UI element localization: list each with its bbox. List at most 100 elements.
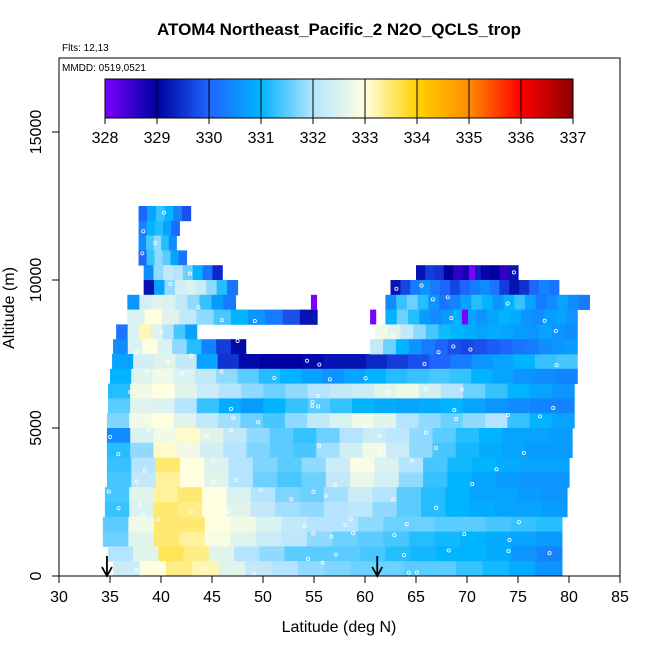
heat-cell: [430, 309, 443, 325]
colorbar-swatch: [123, 79, 127, 118]
colorbar-tick-label: 332: [300, 130, 327, 147]
heat-cell: [471, 457, 497, 473]
colorbar-tick-label: 336: [508, 130, 535, 147]
heat-cell: [186, 339, 203, 355]
colorbar-swatch: [557, 79, 561, 118]
heat-cell: [482, 294, 494, 310]
colorbar-swatch: [198, 79, 202, 118]
heat-cell: [299, 502, 325, 518]
colorbar-swatch: [393, 79, 397, 118]
heat-cell: [396, 398, 420, 414]
heat-cell: [489, 280, 500, 296]
heat-cell: [479, 280, 491, 296]
heat-cell: [343, 368, 366, 384]
sample-dot: [468, 347, 473, 352]
colorbar-swatch: [279, 79, 283, 118]
sample-dot: [200, 566, 205, 571]
heat-cell: [370, 339, 384, 355]
colorbar-swatch: [515, 79, 519, 118]
heat-cell: [325, 472, 351, 488]
sample-dot: [141, 512, 146, 517]
sample-dot: [406, 570, 411, 575]
heat-cell: [144, 309, 163, 325]
colorbar-swatch: [378, 79, 382, 118]
heat-cell: [421, 502, 446, 518]
colorbar-swatch: [367, 79, 371, 118]
heat-cell: [228, 457, 254, 473]
heat-cell: [409, 428, 434, 444]
heat-cell: [208, 546, 235, 562]
heat-cell: [494, 502, 519, 518]
heat-cell: [396, 413, 419, 429]
heat-cell: [106, 413, 130, 429]
heat-cell: [241, 398, 264, 414]
colorbar-swatch: [466, 79, 470, 118]
heat-cell: [162, 250, 172, 266]
heat-cell: [578, 294, 590, 310]
sample-dot: [128, 390, 133, 395]
heat-cell: [285, 398, 309, 414]
heat-cell: [204, 516, 231, 532]
heat-cell: [485, 413, 508, 429]
heat-cell: [374, 383, 398, 399]
heat-cell: [182, 265, 194, 281]
heat-cell: [277, 472, 303, 488]
heat-cell: [514, 324, 528, 340]
heat-cell: [420, 280, 431, 296]
sample-dot: [333, 552, 338, 557]
sample-dot: [108, 435, 113, 440]
heat-cell: [128, 516, 155, 532]
sample-dot: [315, 393, 320, 398]
heat-cell: [164, 206, 174, 222]
sample-dot: [320, 560, 325, 565]
heat-cell: [139, 561, 167, 577]
heat-cell: [192, 561, 220, 577]
colorbar-swatch: [219, 79, 223, 118]
heat-cell: [153, 265, 164, 281]
heat-cell: [526, 324, 540, 340]
heat-cell: [177, 487, 203, 503]
colorbar-swatch: [510, 79, 514, 118]
heat-cell: [324, 561, 352, 577]
colorbar-swatch: [500, 79, 504, 118]
heat-cell: [104, 487, 130, 503]
heat-cell: [551, 413, 575, 429]
heat-cell: [461, 309, 469, 325]
heat-cell: [213, 309, 232, 325]
colorbar-tick-label: 335: [456, 130, 483, 147]
colorbar-swatch: [328, 79, 332, 118]
colorbar-swatch: [118, 79, 122, 118]
heat-cell: [107, 546, 134, 562]
heat-cell: [181, 206, 192, 222]
heat-cell: [139, 324, 152, 340]
heat-cell: [502, 442, 527, 458]
colorbar-swatch: [385, 79, 389, 118]
heat-cell: [179, 516, 206, 532]
date-note: MMDD: 0519,0521: [62, 63, 146, 74]
heat-cell: [556, 354, 578, 370]
heat-cell: [170, 250, 180, 266]
heat-cell: [507, 398, 531, 414]
heat-cell: [462, 265, 473, 281]
colorbar-swatch: [567, 79, 571, 118]
heat-cell: [255, 516, 282, 532]
colorbar-swatch: [406, 79, 410, 118]
colorbar-swatch: [437, 79, 441, 118]
heat-cell: [161, 235, 170, 251]
heat-cell: [449, 280, 461, 296]
colorbar-swatch: [476, 79, 480, 118]
sample-dot: [187, 271, 192, 276]
colorbar-swatch: [112, 79, 116, 118]
colorbar: 328 329 330 331 332 333 334 335 336 337: [92, 78, 586, 147]
heat-cell: [269, 442, 294, 458]
sample-dot: [310, 403, 315, 408]
heat-cell: [263, 398, 287, 414]
sample-dot: [156, 517, 161, 522]
heat-cell: [195, 413, 219, 429]
colorbar-swatch: [107, 79, 111, 118]
colorbar-swatch: [242, 79, 246, 118]
heat-cell: [106, 442, 131, 458]
heat-cell: [332, 531, 359, 547]
heat-cell: [306, 516, 333, 532]
colorbar-swatch: [151, 79, 155, 118]
